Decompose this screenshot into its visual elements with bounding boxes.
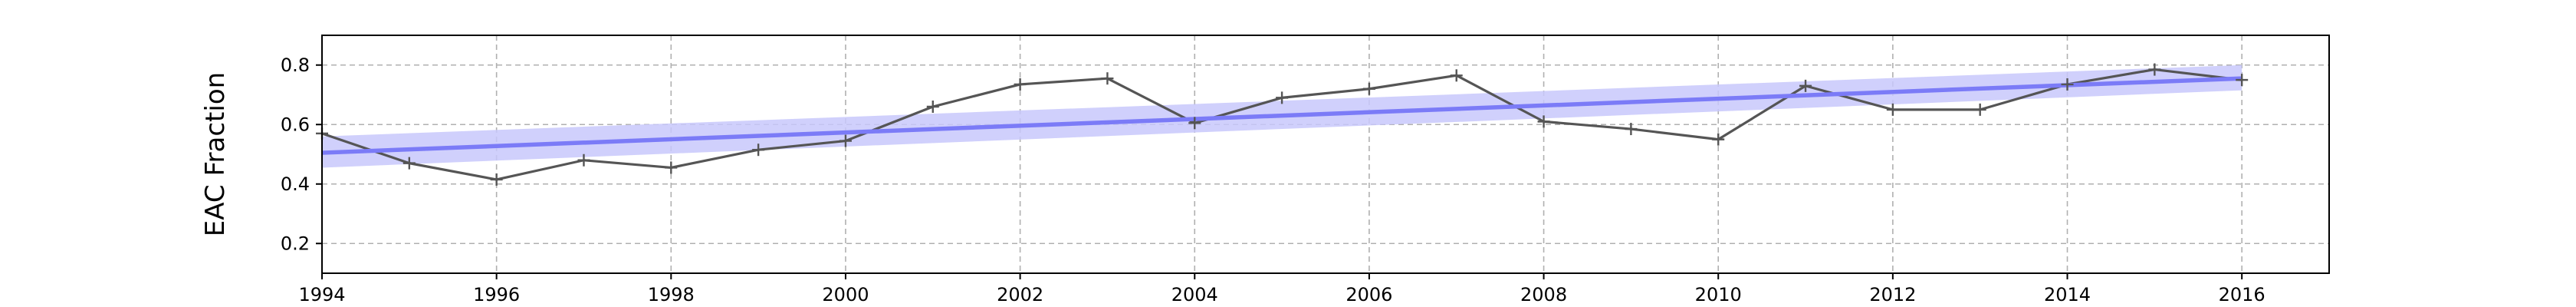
x-tick-label: 2008 xyxy=(1520,284,1567,305)
data-point-marker xyxy=(2061,78,2074,91)
y-tick-label: 0.8 xyxy=(281,54,310,76)
data-point-marker xyxy=(577,154,590,167)
data-point-marker xyxy=(402,157,416,170)
y-axis: 0.2 0.4 0.6 0.8 xyxy=(281,54,322,254)
y-axis-label: EAC Fraction xyxy=(200,72,231,236)
data-point-marker xyxy=(1799,79,1812,92)
data-point-marker xyxy=(752,144,765,157)
x-tick-label: 2014 xyxy=(2044,284,2091,305)
data-point-marker xyxy=(1973,103,1986,116)
data-point-marker xyxy=(1362,82,1375,95)
data-point-marker xyxy=(2236,74,2249,87)
data-point-marker xyxy=(1188,117,1201,130)
data-point-marker xyxy=(665,161,678,174)
x-tick-label: 2016 xyxy=(2219,284,2266,305)
data-point-marker xyxy=(490,173,503,186)
data-point-marker xyxy=(2148,63,2161,76)
x-axis: 1994 1996 1998 2000 2002 2004 2006 2008 2010 2012… xyxy=(298,273,2266,305)
plot-frame xyxy=(321,35,2330,274)
x-tick-label: 2006 xyxy=(1346,284,1392,305)
y-tick-label: 0.4 xyxy=(281,173,310,195)
data-point-marker xyxy=(839,134,852,147)
x-tick-label: 2004 xyxy=(1171,284,1218,305)
x-tick-label: 2012 xyxy=(1869,284,1916,305)
data-point-marker xyxy=(926,101,939,113)
x-tick-label: 2000 xyxy=(822,284,869,305)
data-point-marker xyxy=(1276,91,1289,104)
x-tick-label: 2010 xyxy=(1695,284,1742,305)
x-tick-label: 1994 xyxy=(298,284,345,305)
y-tick-label: 0.2 xyxy=(281,233,310,254)
data-point-marker xyxy=(1625,123,1638,136)
data-point-marker xyxy=(1450,69,1463,82)
y-tick-label: 0.6 xyxy=(281,114,310,135)
data-point-marker xyxy=(1712,133,1725,146)
data-point-marker xyxy=(1014,78,1027,91)
data-point-marker xyxy=(1101,72,1114,85)
x-tick-label: 1998 xyxy=(648,284,695,305)
data-point-marker xyxy=(1537,115,1550,128)
x-tick-label: 1996 xyxy=(473,284,520,305)
trend-line xyxy=(321,76,2242,155)
data-point-marker xyxy=(1886,103,1899,116)
x-tick-label: 2002 xyxy=(997,284,1043,305)
